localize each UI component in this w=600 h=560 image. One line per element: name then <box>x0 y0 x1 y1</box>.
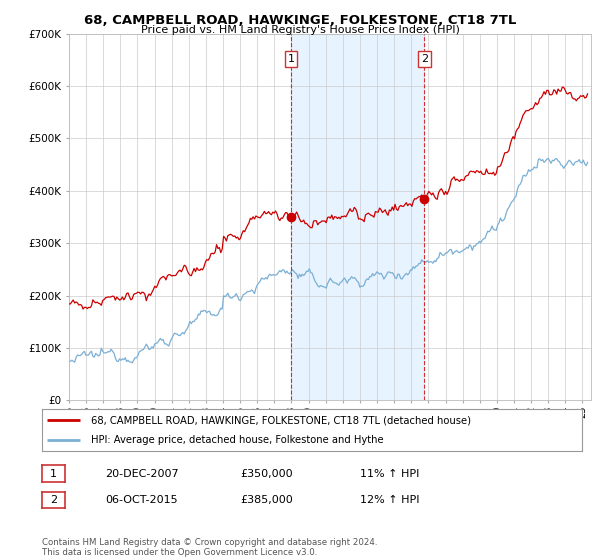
Text: HPI: Average price, detached house, Folkestone and Hythe: HPI: Average price, detached house, Folk… <box>91 435 383 445</box>
Text: 2: 2 <box>421 54 428 64</box>
Text: 06-OCT-2015: 06-OCT-2015 <box>105 495 178 505</box>
Text: 68, CAMPBELL ROAD, HAWKINGE, FOLKESTONE, CT18 7TL: 68, CAMPBELL ROAD, HAWKINGE, FOLKESTONE,… <box>84 14 516 27</box>
Text: 20-DEC-2007: 20-DEC-2007 <box>105 469 179 479</box>
Text: Price paid vs. HM Land Registry's House Price Index (HPI): Price paid vs. HM Land Registry's House … <box>140 25 460 35</box>
Text: 1: 1 <box>287 54 295 64</box>
Text: 12% ↑ HPI: 12% ↑ HPI <box>360 495 419 505</box>
Text: 68, CAMPBELL ROAD, HAWKINGE, FOLKESTONE, CT18 7TL (detached house): 68, CAMPBELL ROAD, HAWKINGE, FOLKESTONE,… <box>91 415 470 425</box>
Text: 1: 1 <box>50 469 57 479</box>
Text: £385,000: £385,000 <box>240 495 293 505</box>
Text: Contains HM Land Registry data © Crown copyright and database right 2024.
This d: Contains HM Land Registry data © Crown c… <box>42 538 377 557</box>
Text: 11% ↑ HPI: 11% ↑ HPI <box>360 469 419 479</box>
Text: 2: 2 <box>50 495 57 505</box>
Bar <box>291 34 424 400</box>
Text: £350,000: £350,000 <box>240 469 293 479</box>
